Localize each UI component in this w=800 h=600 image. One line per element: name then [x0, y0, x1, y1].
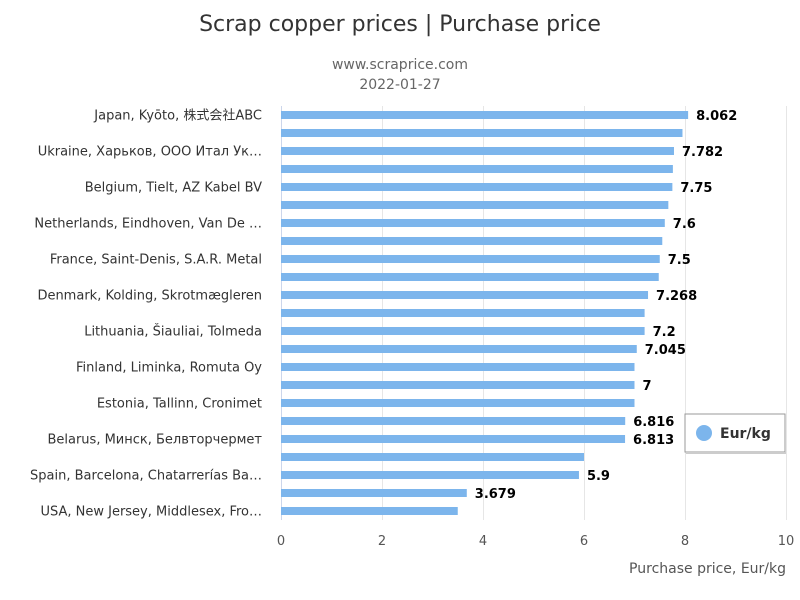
bar[interactable] [281, 399, 635, 407]
data-label: 8.062 [696, 109, 737, 124]
bar[interactable] [281, 111, 688, 119]
category-label: Netherlands, Eindhoven, Van De … [34, 217, 262, 232]
category-label: Ukraine, Харьков, ООО Итал Ук… [38, 145, 262, 160]
bar[interactable] [281, 147, 674, 155]
chart-title: Scrap copper prices | Purchase price [199, 12, 601, 37]
bar[interactable] [281, 129, 682, 137]
bar[interactable] [281, 363, 635, 371]
legend-marker [696, 425, 712, 441]
data-label: 7.045 [645, 343, 686, 358]
category-labels: Japan, Kyōto, 株式会社ABC Ukraine, Харьков, О… [30, 108, 262, 520]
bar[interactable] [281, 381, 635, 389]
category-label: Belarus, Минск, Белвторчермет [47, 433, 262, 448]
category-label: Finland, Liminka, Romuta Oy [76, 361, 262, 376]
chart-date: 2022-01-27 [359, 77, 440, 93]
bar[interactable] [281, 453, 584, 461]
x-axis-ticks: 0 2 4 6 8 10 [277, 534, 794, 549]
data-label: 3.679 [475, 487, 516, 502]
x-axis-title: Purchase price, Eur/kg [629, 561, 786, 577]
bar[interactable] [281, 507, 458, 515]
bar[interactable] [281, 345, 637, 353]
data-label: 6.813 [633, 433, 674, 448]
x-tick-label: 4 [479, 534, 487, 549]
x-tick-label: 10 [778, 534, 795, 549]
x-tick-label: 6 [580, 534, 588, 549]
x-tick-label: 8 [681, 534, 689, 549]
data-label: 7.5 [668, 253, 691, 268]
data-label: 7 [643, 379, 652, 394]
category-label: Lithuania, Šiauliai, Tolmeda [84, 324, 262, 340]
bar[interactable] [281, 201, 668, 209]
chart-subtitle: www.scraprice.com [332, 57, 468, 73]
data-label: 6.816 [633, 415, 674, 430]
bar[interactable] [281, 219, 665, 227]
data-label: 7.268 [656, 289, 697, 304]
bar[interactable] [281, 255, 660, 263]
bar[interactable] [281, 273, 659, 281]
bar[interactable] [281, 471, 579, 479]
bar[interactable] [281, 309, 645, 317]
legend[interactable]: Eur/kg [685, 414, 786, 453]
bar[interactable] [281, 327, 645, 335]
category-label: Denmark, Kolding, Skrotmægleren [37, 289, 262, 304]
bar[interactable] [281, 165, 673, 173]
category-label: Japan, Kyōto, 株式会社ABC [93, 108, 262, 124]
x-tick-label: 0 [277, 534, 285, 549]
bar[interactable] [281, 489, 467, 497]
data-label: 5.9 [587, 469, 610, 484]
category-label: Spain, Barcelona, Chatarrerías Ba… [30, 469, 262, 484]
category-label: USA, New Jersey, Middlesex, Fro… [40, 505, 262, 520]
data-label: 7.6 [673, 217, 696, 232]
category-label: Estonia, Tallinn, Cronimet [97, 397, 262, 412]
bar[interactable] [281, 183, 672, 191]
legend-label: Eur/kg [720, 426, 771, 442]
bar[interactable] [281, 417, 625, 425]
category-label: France, Saint-Denis, S.A.R. Metal [50, 253, 262, 268]
data-label: 7.2 [653, 325, 676, 340]
bar[interactable] [281, 435, 625, 443]
category-label: Belgium, Tielt, AZ Kabel BV [85, 181, 262, 196]
data-label: 7.75 [680, 181, 712, 196]
x-tick-label: 2 [378, 534, 386, 549]
bar[interactable] [281, 237, 662, 245]
bar[interactable] [281, 291, 648, 299]
data-label: 7.782 [682, 145, 723, 160]
bar-series [281, 111, 688, 515]
